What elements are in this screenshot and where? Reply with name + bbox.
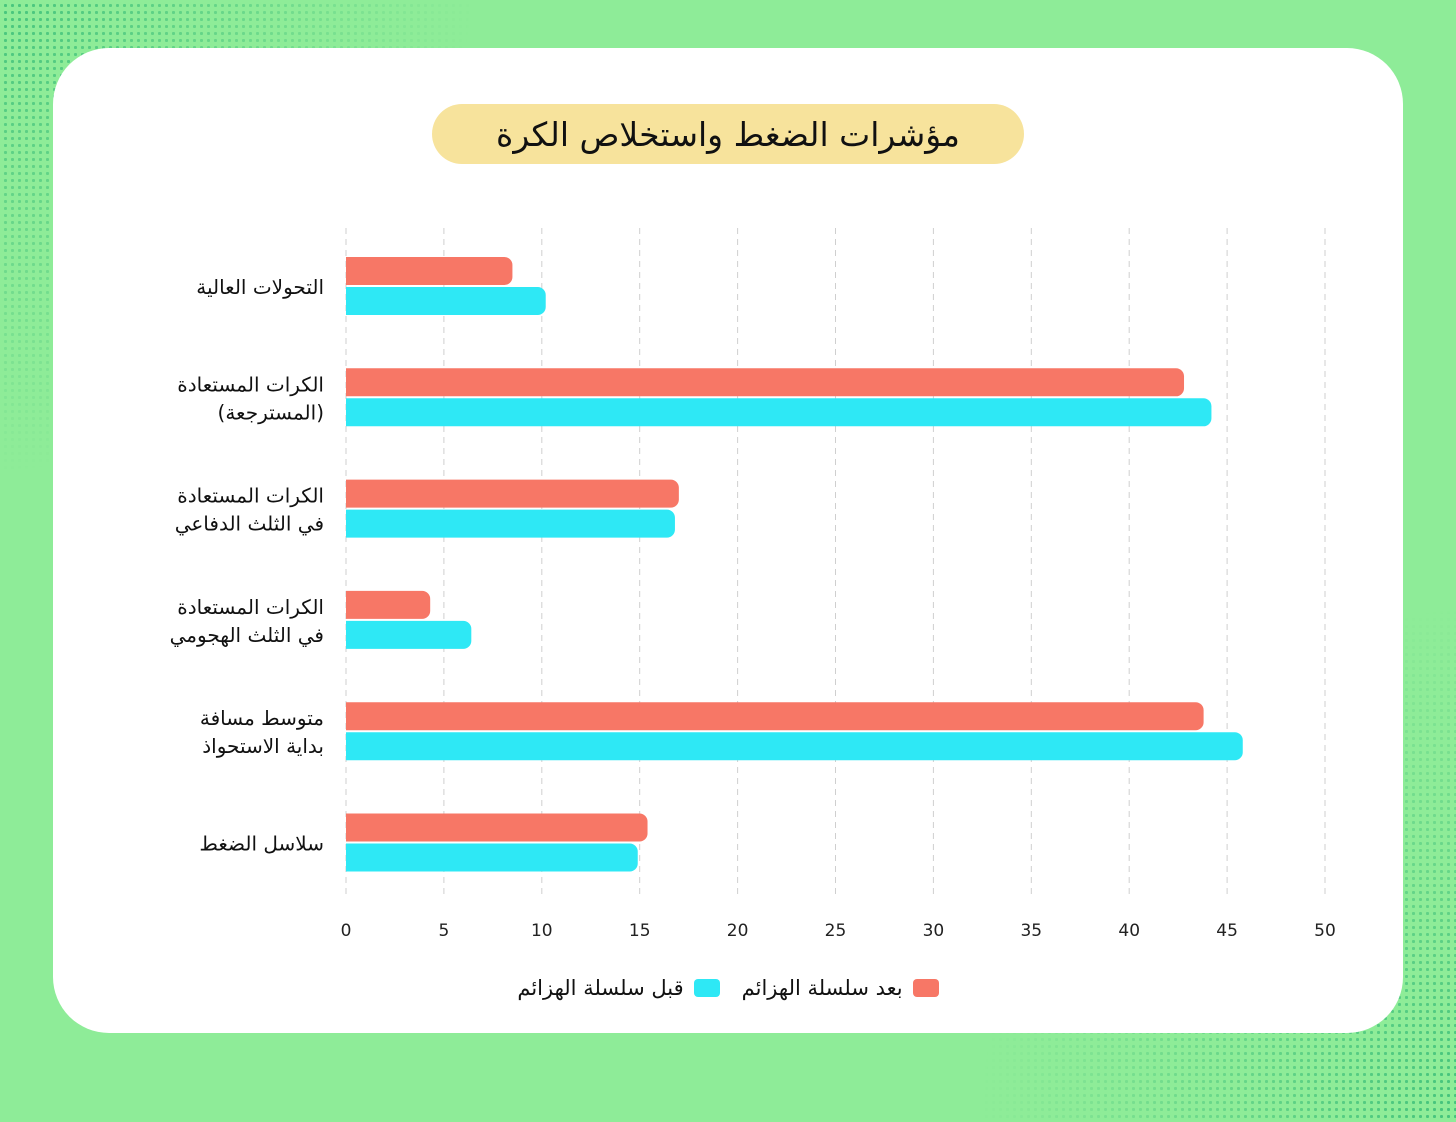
x-tick-label: 30 — [923, 921, 945, 941]
category-label: متوسط مسافة — [200, 706, 324, 730]
legend-swatch-after — [912, 979, 939, 997]
x-tick-label: 10 — [531, 921, 553, 941]
x-tick-label: 40 — [1118, 921, 1140, 941]
legend: بعد سلسلة الهزائم قبل سلسلة الهزائم — [0, 976, 1456, 1000]
category-label: في الثلث الدفاعي — [175, 512, 324, 537]
legend-label-before: قبل سلسلة الهزائم — [517, 976, 684, 1000]
legend-label-after: بعد سلسلة الهزائم — [741, 976, 903, 1000]
bar-after — [346, 368, 1185, 397]
x-tick-label: 15 — [629, 921, 651, 941]
bar-before — [346, 843, 638, 872]
bar-before — [346, 509, 675, 538]
category-label: سلاسل الضغط — [199, 832, 324, 856]
category-label: (المسترجعة) — [218, 400, 324, 424]
bar-before — [346, 398, 1212, 427]
x-tick-label: 25 — [825, 921, 847, 941]
bar-chart: 0 5 10 15 20 25 30 35 40 45 50 التحولات العالية الكر… — [170, 228, 1336, 941]
legend-item-after: بعد سلسلة الهزائم — [742, 976, 939, 1000]
x-tick-label: 5 — [438, 921, 449, 941]
category-label: التحولات العالية — [196, 275, 324, 299]
bar-after — [346, 702, 1204, 731]
x-tick-label: 35 — [1020, 921, 1042, 941]
bar-after — [346, 479, 679, 508]
category-label: الكرات المستعادة — [177, 372, 324, 396]
chart-title: مؤشرات الضغط واستخلاص الكرة — [432, 104, 1024, 164]
bar-before — [346, 620, 472, 649]
bar-after — [346, 813, 648, 842]
category-label: الكرات المستعادة — [177, 484, 324, 508]
x-tick-label: 20 — [727, 921, 749, 941]
x-tick-label: 0 — [341, 921, 352, 941]
legend-swatch-before — [693, 979, 720, 997]
category-label: في الثلث الهجومي — [170, 623, 324, 648]
bar-before — [346, 732, 1243, 761]
category-label: الكرات المستعادة — [177, 595, 324, 619]
bar-before — [346, 287, 546, 315]
chart-card — [53, 48, 1403, 1033]
bar-after — [346, 257, 513, 285]
legend-item-before: قبل سلسلة الهزائم — [517, 976, 720, 1000]
bar-after — [346, 590, 431, 619]
x-tick-label: 50 — [1314, 921, 1336, 941]
x-tick-label: 45 — [1216, 921, 1238, 941]
category-label: بداية الاستحواذ — [202, 734, 324, 758]
